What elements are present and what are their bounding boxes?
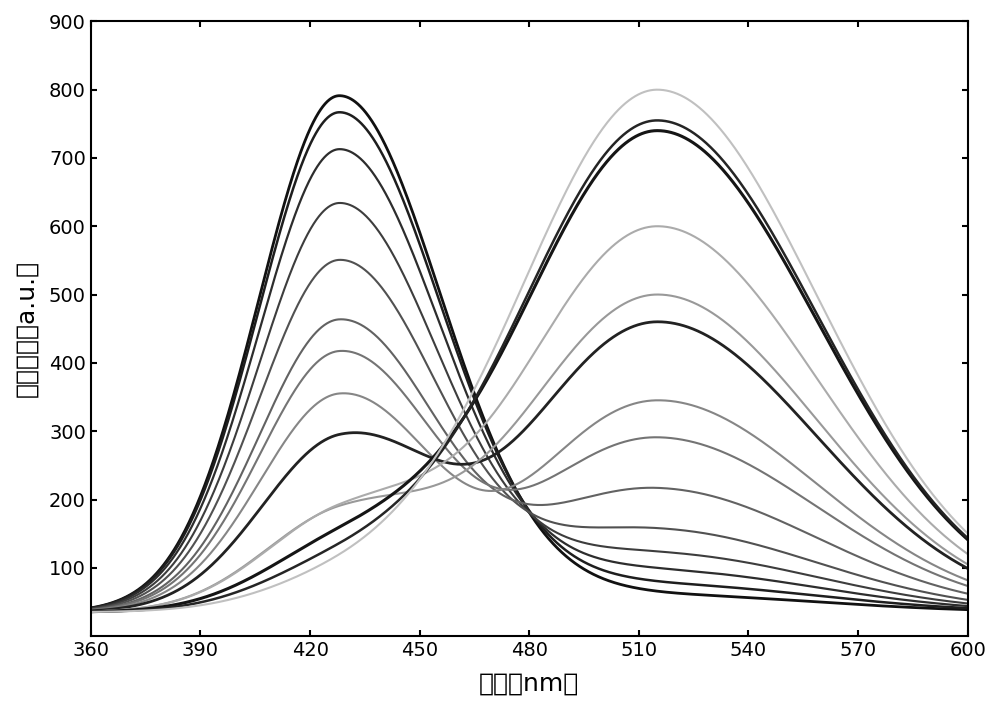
Y-axis label: 荧光强度（a.u.）: 荧光强度（a.u.）	[14, 260, 38, 397]
X-axis label: 波长（nm）: 波长（nm）	[479, 671, 579, 695]
